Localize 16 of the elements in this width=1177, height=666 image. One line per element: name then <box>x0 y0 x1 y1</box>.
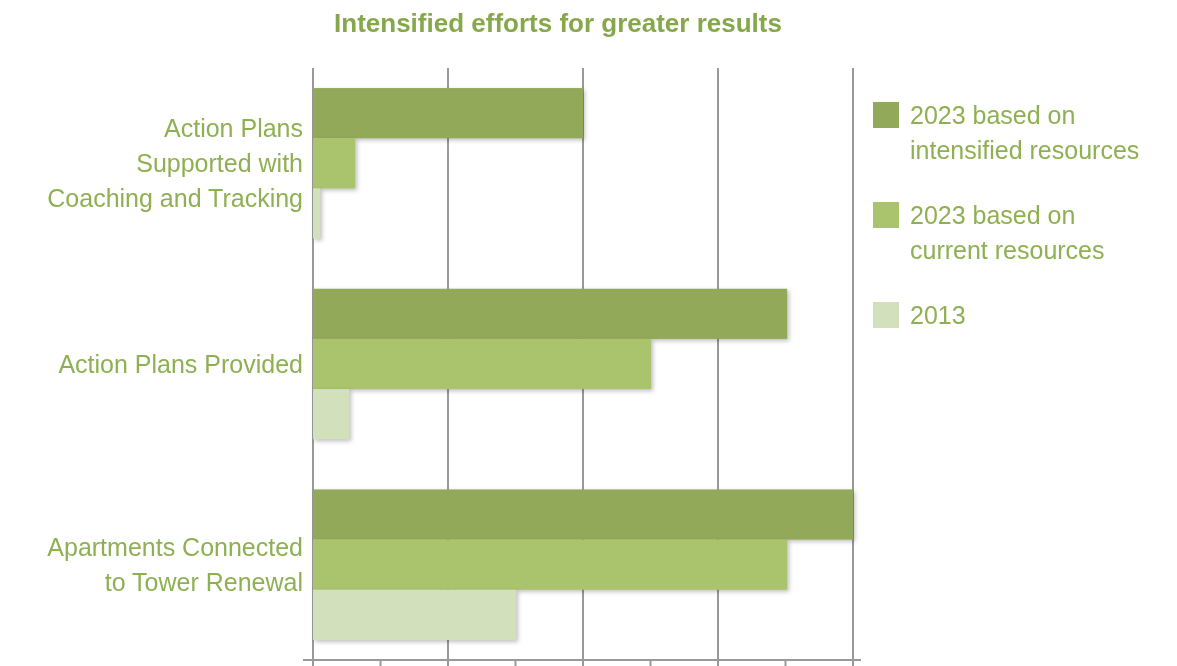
bar <box>313 188 321 239</box>
y-tick-label: Action Plans Supported with Coaching and Tracking <box>47 114 303 213</box>
bar <box>313 338 652 390</box>
bar <box>313 288 788 339</box>
legend-label: 2013 <box>910 301 966 329</box>
bar <box>313 389 350 440</box>
bar <box>313 589 517 640</box>
y-tick-label: Apartments Connected to Tower Renewal <box>47 533 303 597</box>
bar <box>313 489 853 540</box>
bar <box>313 539 788 590</box>
legend-label: 2023 based on current resources <box>910 201 1105 264</box>
y-tick-label: Action Plans Provided <box>58 350 303 378</box>
chart-title: Intensified efforts for greater results <box>334 8 782 38</box>
legend-label: 2023 based on intensified resources <box>910 101 1140 164</box>
bar <box>313 138 356 189</box>
bar <box>313 88 583 139</box>
